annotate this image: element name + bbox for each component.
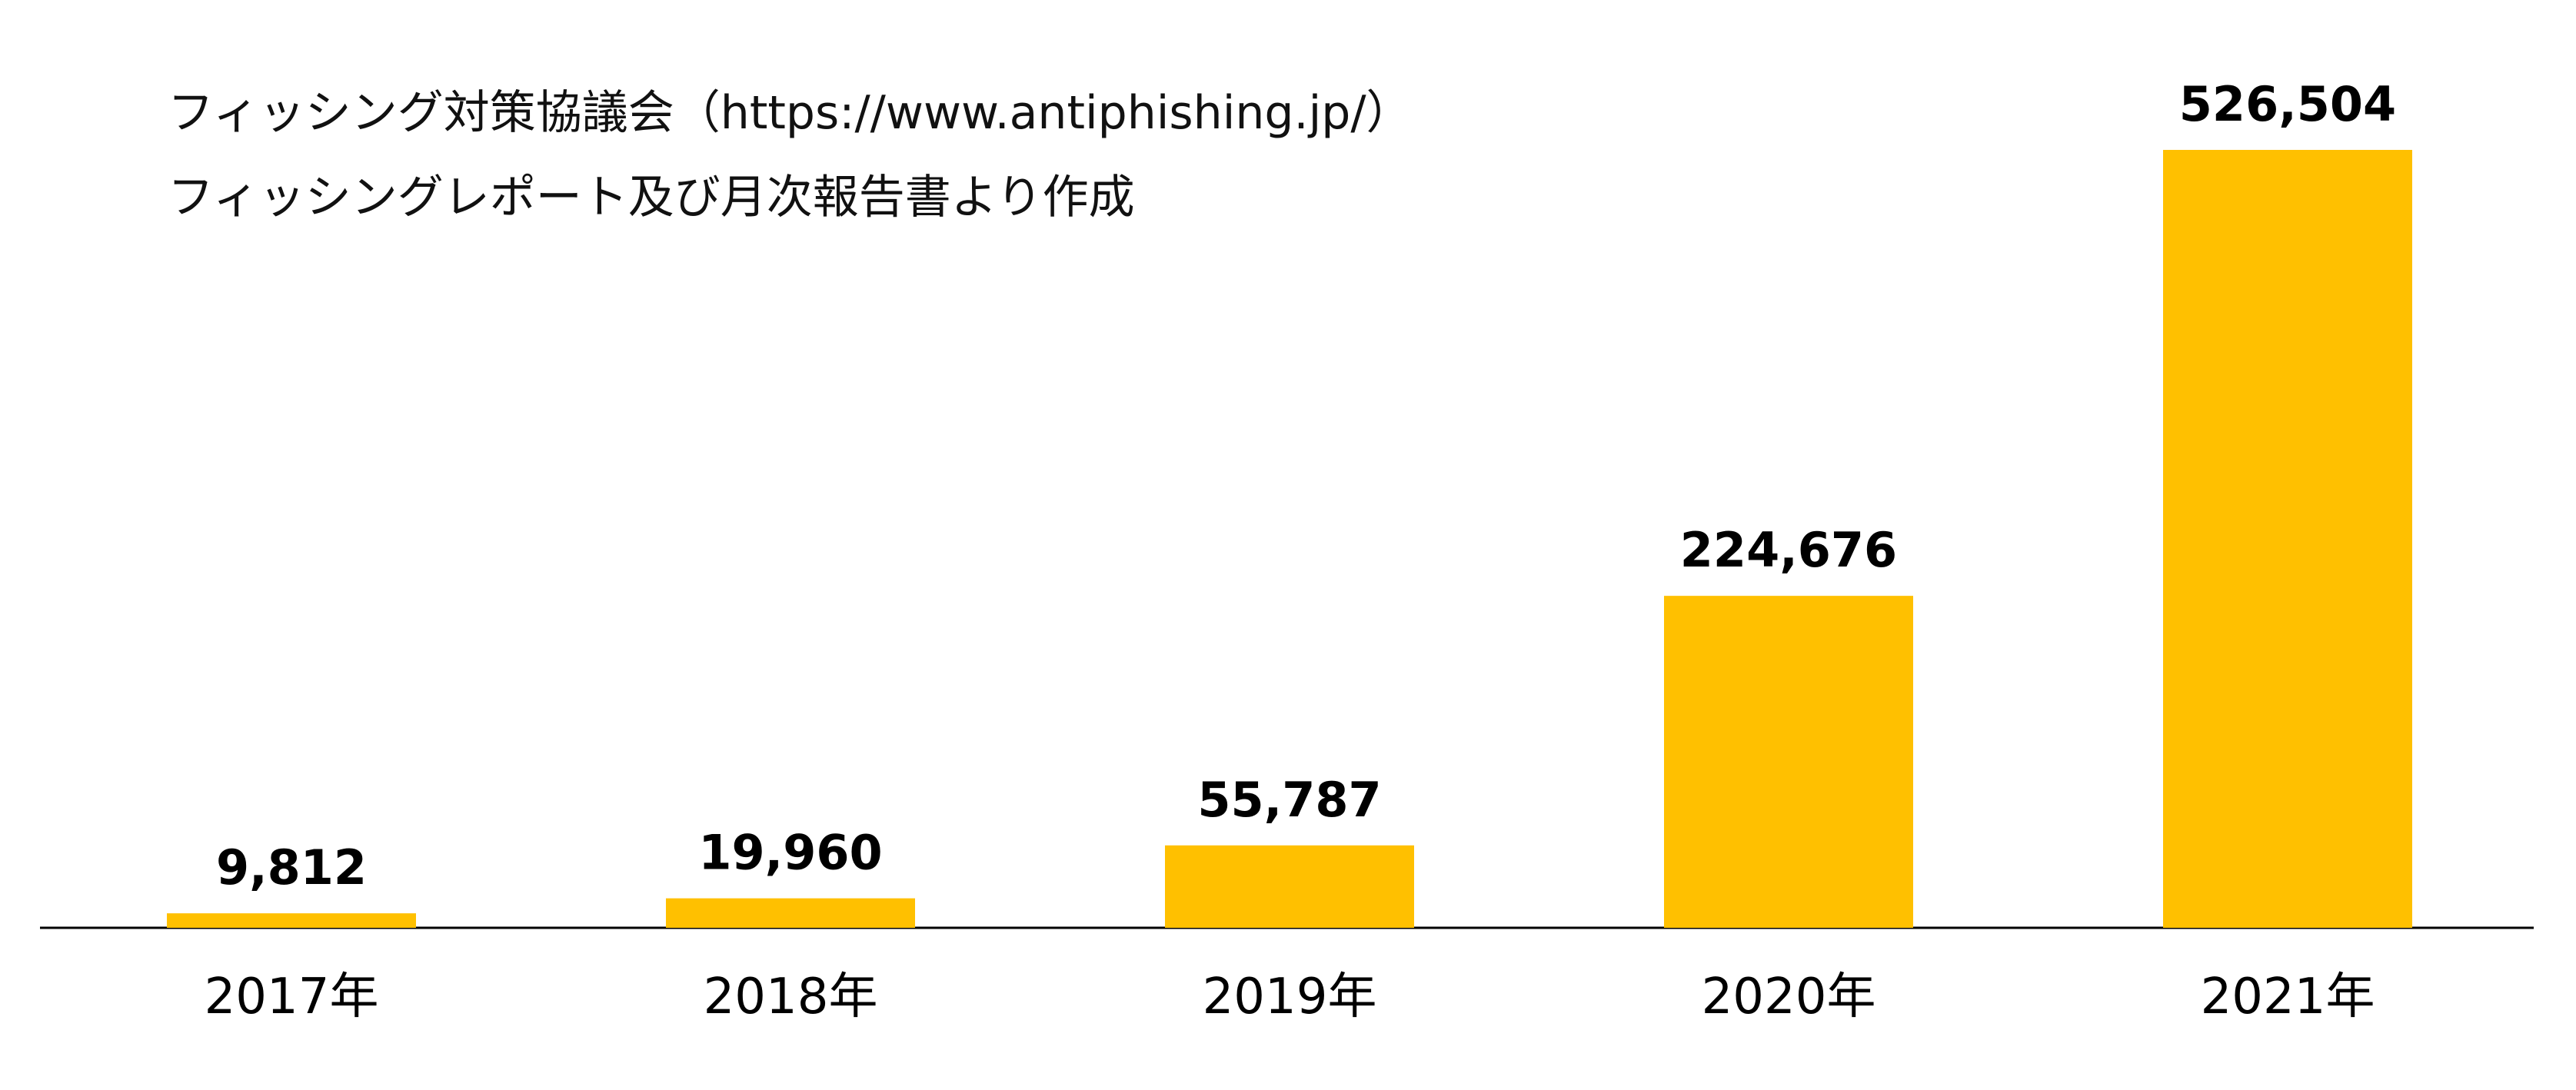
x-tick-label-0: 2017年 [205,969,379,1025]
x-tick-label-4: 2021年 [2201,969,2375,1025]
bar-4 [2163,150,2412,928]
bar-3 [1664,596,1913,928]
bar-0 [167,913,416,928]
data-label-2: 55,787 [1197,772,1381,828]
x-tick-label-2: 2019年 [1203,969,1377,1025]
x-tick-label-1: 2018年 [704,969,878,1025]
x-tick-label-3: 2020年 [1702,969,1876,1025]
bar-1 [666,898,915,928]
data-label-4: 526,504 [2179,76,2396,132]
data-label-0: 9,812 [216,839,367,896]
bar-2 [1165,845,1414,928]
source-note-line-2: フィッシングレポート及び月次報告書より作成 [168,171,1135,224]
data-label-1: 19,960 [698,825,882,881]
data-label-3: 224,676 [1680,522,1897,578]
source-note-line-1: フィッシング対策協議会（https://www.antiphishing.jp/… [168,86,1413,140]
